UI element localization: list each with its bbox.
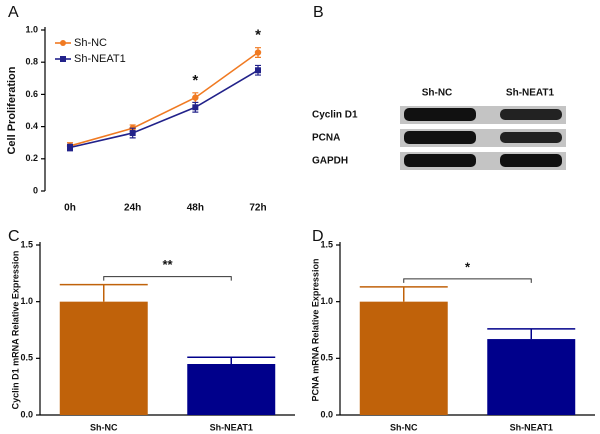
panel-letter: A: [8, 4, 19, 21]
bar: [187, 364, 276, 415]
marker: [255, 67, 261, 74]
bar: [487, 339, 576, 415]
marker: [192, 104, 199, 111]
panel-letter: C: [8, 228, 20, 245]
y-tick-label: 0.8: [25, 57, 38, 67]
x-tick-label: 24h: [124, 203, 141, 214]
blot-band: [404, 131, 476, 144]
marker: [254, 49, 262, 56]
marker: [129, 130, 136, 137]
error-bar: [359, 286, 448, 302]
y-axis-label: Cell Proliferation: [6, 66, 18, 154]
x-tick-label: Sh-NC: [390, 422, 418, 432]
y-tick-label: 0.2: [25, 153, 38, 163]
y-axis-label: Cyclin D1 mRNA Relative Expression: [10, 251, 20, 410]
x-tick-label: 48h: [187, 203, 204, 214]
marker: [192, 94, 199, 101]
x-tick-label: 72h: [249, 203, 266, 214]
legend-label: Sh-NC: [74, 37, 107, 49]
significance-label: *: [465, 259, 471, 274]
y-tick-label: 0.0: [20, 409, 33, 419]
panel-letter: B: [313, 4, 324, 21]
blot-band: [500, 154, 562, 167]
y-tick-label: 1.0: [320, 296, 333, 306]
error-bar: [487, 328, 576, 340]
blot-column: Sh-NEAT1: [506, 88, 555, 99]
y-tick-label: 1.0: [25, 24, 38, 34]
y-tick-label: 1.5: [20, 239, 33, 249]
significance-label: **: [162, 257, 173, 272]
y-tick-label: 0.5: [20, 353, 33, 363]
significance-bracket: [403, 278, 532, 283]
y-tick-label: 0: [33, 185, 38, 195]
y-tick-label: 1.0: [20, 296, 33, 306]
panel-letter: D: [312, 228, 324, 245]
error-bar: [187, 356, 276, 364]
y-tick-label: 0.5: [320, 353, 333, 363]
error-bar: [59, 283, 148, 302]
significance-bracket: [103, 276, 232, 281]
legend-label: Sh-NEAT1: [74, 53, 126, 65]
x-tick-label: 0h: [64, 203, 76, 214]
blot: B Sh-NC Sh-NEAT1 Cyclin D1 PCNA GAPDH: [312, 4, 566, 170]
legend-marker: [60, 56, 66, 62]
blot-band: [500, 132, 562, 143]
x-tick-label: Sh-NEAT1: [510, 422, 553, 432]
bar: [359, 301, 448, 415]
y-axis-label: PCNA mRNA Relative Expression: [310, 259, 320, 402]
y-tick-label: 0.4: [25, 121, 38, 131]
series-line: [69, 69, 259, 149]
blot-row: GAPDH: [312, 156, 348, 167]
legend-marker: [60, 40, 66, 46]
blot-band: [404, 108, 476, 121]
marker: [67, 144, 73, 151]
bar: [59, 301, 148, 415]
blot-column: Sh-NC: [422, 88, 453, 99]
chart: A Cell Proliferation 0 0.2 0.4 0.6 0.8 1.0 0h 24h…: [6, 4, 267, 213]
annotation: *: [192, 72, 198, 89]
y-tick-label: 0.0: [320, 409, 333, 419]
blot-row: PCNA: [312, 133, 340, 144]
x-tick-label: Sh-NC: [90, 422, 118, 432]
y-tick-label: 0.6: [25, 89, 38, 99]
blot-band: [404, 154, 476, 167]
blot-band: [500, 109, 562, 120]
series-line: [69, 51, 259, 147]
x-tick-label: Sh-NEAT1: [210, 422, 253, 432]
blot-row: Cyclin D1: [312, 110, 358, 121]
annotation: *: [255, 27, 261, 44]
y-tick-label: 1.5: [320, 239, 333, 249]
